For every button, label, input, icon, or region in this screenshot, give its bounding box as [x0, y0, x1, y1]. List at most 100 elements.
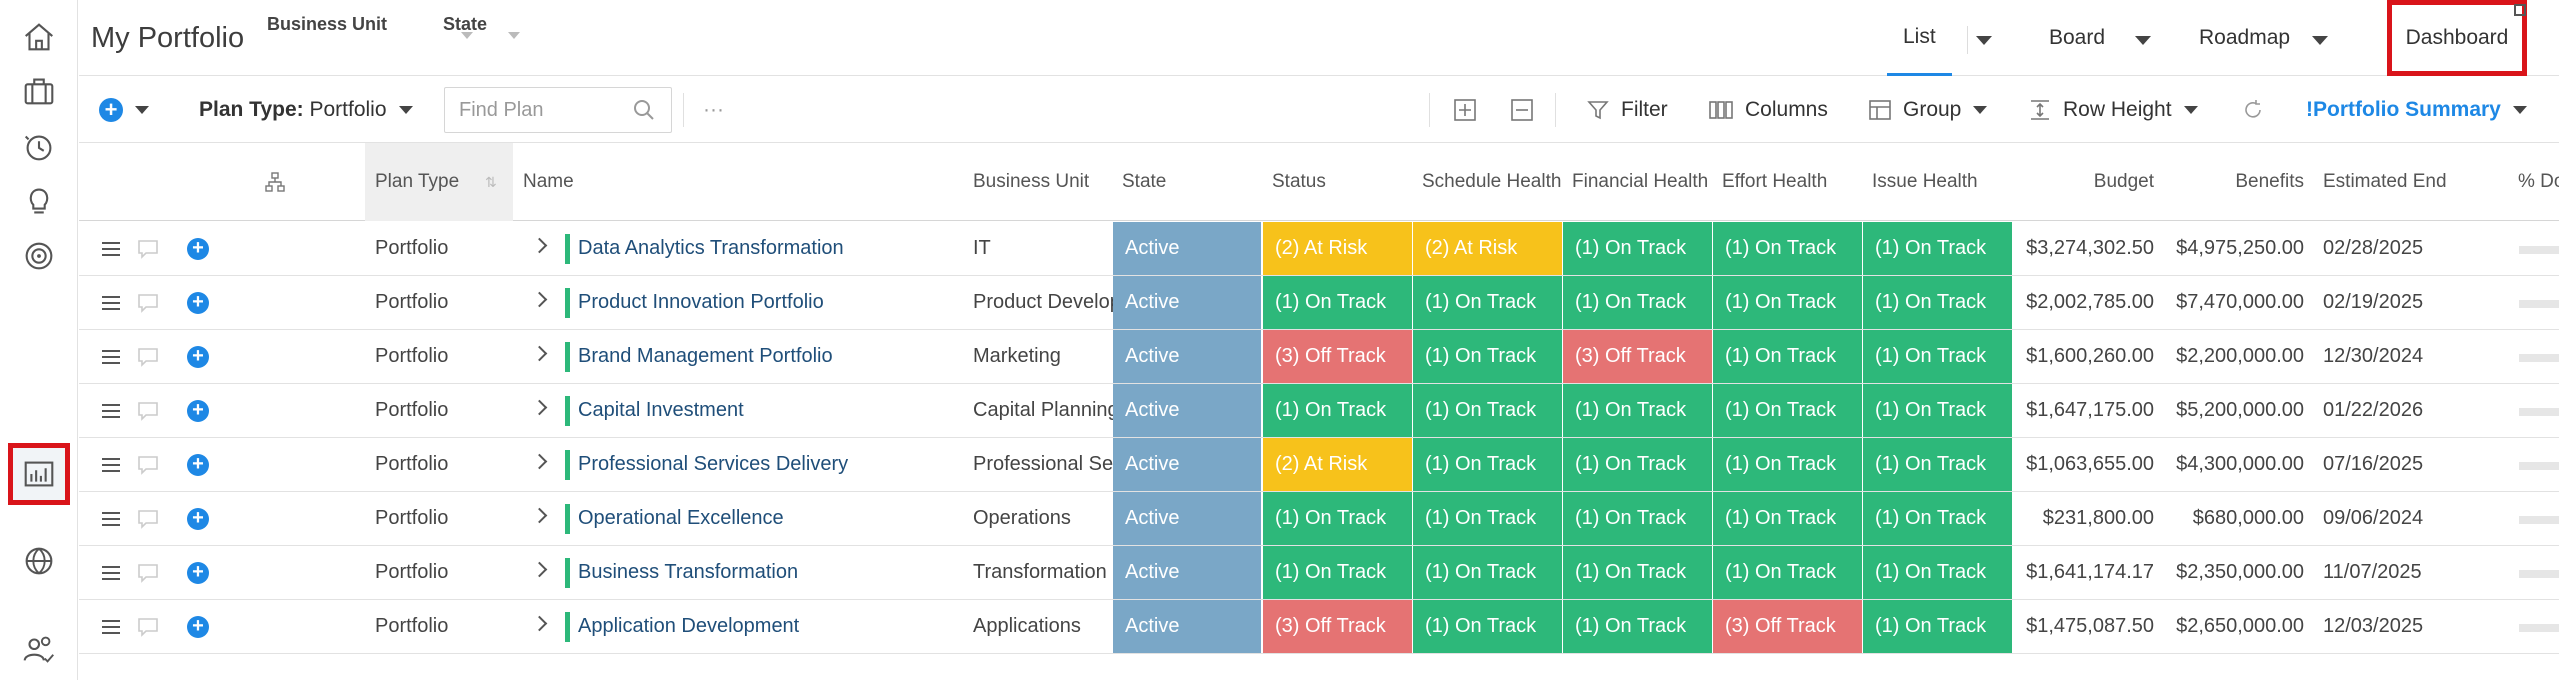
portfolio-nav-button[interactable]	[8, 60, 70, 122]
hierarchy-icon[interactable]	[265, 143, 285, 221]
timesheet-nav-button[interactable]	[8, 116, 70, 178]
plan-name[interactable]: Data Analytics Transformation	[578, 237, 844, 259]
add-child-button[interactable]: +	[187, 222, 213, 275]
refresh-button[interactable]	[2242, 77, 2264, 143]
tab-list[interactable]: List	[1887, 0, 1952, 76]
row-menu-icon[interactable]	[101, 492, 123, 545]
search-icon[interactable]	[633, 99, 655, 121]
comment-icon[interactable]	[137, 546, 161, 599]
business-unit-filter[interactable]: Business Unit	[267, 14, 388, 34]
comment-icon[interactable]	[137, 330, 161, 383]
expand-chevron-icon[interactable]	[531, 453, 548, 470]
row-menu-icon[interactable]	[101, 384, 123, 437]
comment-icon[interactable]	[137, 438, 161, 491]
add-child-button[interactable]: +	[187, 600, 213, 653]
expand-chevron-icon[interactable]	[531, 237, 548, 254]
row-menu-icon[interactable]	[101, 222, 123, 275]
col-plan-type[interactable]: Plan Type	[365, 143, 513, 221]
add-child-button[interactable]: +	[187, 384, 213, 437]
col-state[interactable]: State	[1122, 171, 1167, 192]
plan-name-link[interactable]: Product Innovation Portfolio	[565, 276, 965, 329]
expand-chevron-icon[interactable]	[531, 615, 548, 632]
plan-name-link[interactable]: Capital Investment	[565, 384, 965, 437]
resources-nav-button[interactable]	[8, 618, 70, 680]
board-caret-icon[interactable]	[2135, 36, 2151, 45]
home-nav-button[interactable]	[8, 6, 70, 68]
comment-icon[interactable]	[137, 384, 161, 437]
plan-name[interactable]: Brand Management Portfolio	[578, 345, 833, 367]
col-estimated-end[interactable]: Estimated End	[2323, 171, 2447, 192]
table-row[interactable]: + Portfolio Application Development Applica…	[79, 600, 2559, 654]
roadmap-caret-icon[interactable]	[2312, 36, 2328, 45]
plan-name[interactable]: Professional Services Delivery	[578, 453, 849, 475]
col-financial-health[interactable]: Financial Health	[1572, 171, 1709, 192]
globe-nav-button[interactable]	[8, 530, 70, 592]
collapse-all-button[interactable]	[1511, 77, 1533, 143]
table-row[interactable]: + Portfolio Brand Management Portfolio Mark…	[79, 330, 2559, 384]
plan-name[interactable]: Operational Excellence	[578, 507, 784, 529]
expand-chevron-icon[interactable]	[531, 507, 548, 524]
row-menu-icon[interactable]	[101, 438, 123, 491]
col-status[interactable]: Status	[1272, 171, 1326, 192]
plan-name-link[interactable]: Brand Management Portfolio	[565, 330, 965, 383]
table-row[interactable]: + Portfolio Business Transformation Transfo…	[79, 546, 2559, 600]
plan-name[interactable]: Application Development	[578, 615, 800, 637]
tab-board[interactable]: Board	[2049, 26, 2106, 49]
row-menu-icon[interactable]	[101, 276, 123, 329]
col-effort-health[interactable]: Effort Health	[1722, 171, 1828, 192]
col-schedule-health[interactable]: Schedule Health	[1422, 171, 1562, 192]
plan-name-link[interactable]: Data Analytics Transformation	[565, 222, 965, 275]
col-benefits[interactable]: Benefits	[2235, 171, 2304, 192]
filter-button[interactable]: Filter	[1587, 77, 1668, 143]
row-menu-icon[interactable]	[101, 546, 123, 599]
plan-name-link[interactable]: Business Transformation	[565, 546, 965, 599]
plan-name-link[interactable]: Application Development	[565, 600, 965, 653]
table-row[interactable]: + Portfolio Data Analytics Transformation I…	[79, 222, 2559, 276]
col-name[interactable]: Name	[523, 171, 574, 192]
add-child-button[interactable]: +	[187, 492, 213, 545]
add-child-button[interactable]: +	[187, 546, 213, 599]
plan-name-link[interactable]: Operational Excellence	[565, 492, 965, 545]
add-child-button[interactable]: +	[187, 330, 213, 383]
columns-button[interactable]: Columns	[1709, 77, 1828, 143]
comment-icon[interactable]	[137, 276, 161, 329]
table-row[interactable]: + Portfolio Operational Excellence Operatio…	[79, 492, 2559, 546]
table-row[interactable]: + Portfolio Product Innovation Portfolio Pr…	[79, 276, 2559, 330]
tab-roadmap[interactable]: Roadmap	[2199, 26, 2291, 49]
group-button[interactable]: Group	[1869, 77, 1988, 143]
comment-icon[interactable]	[137, 600, 161, 653]
view-selector[interactable]: !Portfolio Summary	[2306, 77, 2527, 143]
col-percent-done[interactable]: % Do	[2518, 171, 2559, 192]
expand-chevron-icon[interactable]	[531, 399, 548, 416]
plan-name[interactable]: Capital Investment	[578, 399, 744, 421]
expand-chevron-icon[interactable]	[531, 561, 548, 578]
col-business-unit[interactable]: Business Unit	[973, 171, 1090, 192]
table-row[interactable]: + Portfolio Capital Investment Capital Plan…	[79, 384, 2559, 438]
state-filter[interactable]: State	[443, 14, 488, 34]
comment-icon[interactable]	[137, 492, 161, 545]
row-menu-icon[interactable]	[101, 330, 123, 383]
analytics-nav-button[interactable]	[8, 443, 70, 505]
expand-all-button[interactable]	[1454, 77, 1476, 143]
goals-nav-button[interactable]	[8, 225, 70, 287]
dashboard-button[interactable]: Dashboard	[2387, 0, 2527, 76]
expand-chevron-icon[interactable]	[531, 291, 548, 308]
add-child-button[interactable]: +	[187, 276, 213, 329]
add-child-button[interactable]: +	[187, 438, 213, 491]
expand-chevron-icon[interactable]	[531, 345, 548, 362]
plan-name[interactable]: Business Transformation	[578, 561, 799, 583]
ideas-nav-button[interactable]	[8, 170, 70, 232]
sort-icon[interactable]: ⇅	[485, 173, 497, 190]
row-menu-icon[interactable]	[101, 600, 123, 653]
popout-icon[interactable]	[2514, 4, 2526, 16]
col-budget[interactable]: Budget	[2093, 171, 2154, 192]
find-plan-input[interactable]	[444, 87, 672, 133]
comment-icon[interactable]	[137, 222, 161, 275]
col-issue-health[interactable]: Issue Health	[1872, 171, 1978, 192]
table-row[interactable]: + Portfolio Professional Services Delivery…	[79, 438, 2559, 492]
list-caret-icon[interactable]	[1976, 36, 1992, 45]
add-plan-button[interactable]: +	[99, 77, 149, 143]
more-options-button[interactable]: ···	[703, 98, 724, 121]
row-height-button[interactable]: Row Height	[2029, 77, 2198, 143]
plan-type-selector[interactable]: Plan Type: Portfolio	[199, 77, 413, 143]
